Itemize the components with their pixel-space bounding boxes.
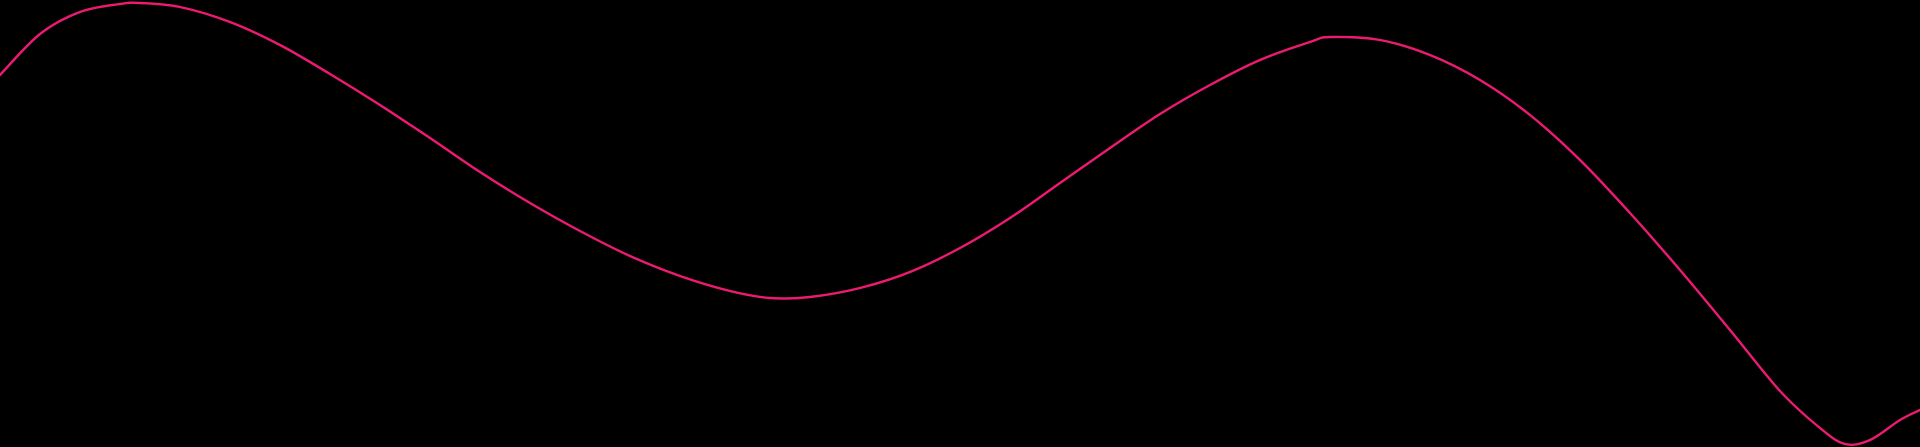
chart-background (0, 0, 1920, 447)
series-group (0, 1, 1920, 446)
chart-canvas (0, 0, 1920, 447)
line-chart-plot (0, 0, 1920, 447)
series-line-pink-wave (0, 1, 1920, 446)
